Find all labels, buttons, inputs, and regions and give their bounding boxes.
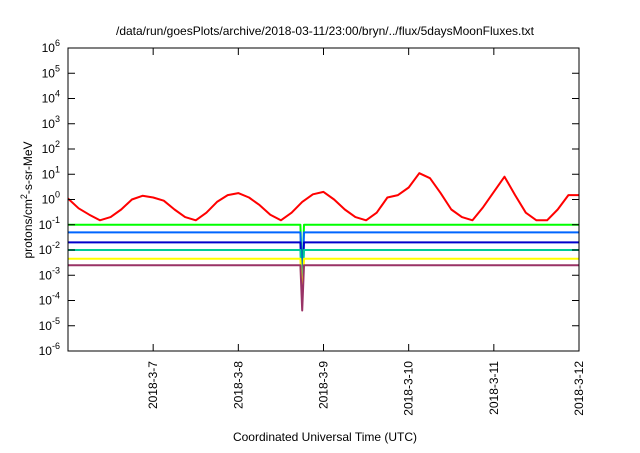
y-tick-label: 102	[42, 139, 60, 156]
x-tick-label: 2018-3-7	[146, 361, 160, 409]
y-tick-label: 10-4	[39, 291, 60, 308]
y-tick-base: 10	[42, 117, 56, 131]
y-tick-exp: 3	[55, 114, 60, 124]
y-tick-base: 10	[39, 268, 53, 282]
series-line-6	[68, 264, 579, 312]
y-tick-base: 10	[42, 41, 56, 55]
y-tick-base: 10	[42, 92, 56, 106]
y-tick-exp: 1	[55, 164, 60, 174]
y-tick-base: 10	[39, 344, 53, 358]
y-tick-label: 10-2	[39, 240, 60, 257]
x-tick-label: 2018-3-9	[317, 361, 331, 409]
y-tick-exp: -4	[52, 291, 60, 301]
x-axis-label: Coordinated Universal Time (UTC)	[233, 430, 417, 444]
y-tick-label: 103	[42, 114, 60, 131]
series-layer	[67, 172, 579, 312]
y-tick-label: 10-3	[39, 265, 60, 282]
series-line-0	[67, 172, 579, 222]
y-tick-exp: -5	[52, 316, 60, 326]
y-tick-exp: -2	[52, 240, 60, 250]
y-tick-base: 10	[42, 142, 56, 156]
y-tick-base: 10	[42, 193, 56, 207]
series-line-4	[68, 249, 579, 298]
y-axis-label-sup: 2	[19, 194, 29, 199]
y-tick-label: 100	[42, 190, 60, 207]
plot-frame	[67, 47, 580, 352]
x-tick-label: 2018-3-12	[572, 361, 586, 416]
y-tick-label: 106	[42, 38, 60, 55]
y-tick-base: 10	[39, 218, 53, 232]
y-tick-base: 10	[42, 167, 56, 181]
y-tick-label: 105	[42, 63, 60, 80]
y-tick-base: 10	[39, 319, 53, 333]
y-axis-label: protons/cm2-s-sr-MeV	[19, 141, 35, 258]
y-tick-label: 101	[42, 164, 60, 181]
y-tick-exp: 5	[55, 63, 60, 73]
ticks-layer: 10-610-510-410-310-210-11001011021031041…	[39, 38, 586, 416]
y-tick-base: 10	[42, 66, 56, 80]
y-tick-base: 10	[39, 294, 53, 308]
y-tick-exp: 0	[55, 190, 60, 200]
y-axis-label-base: protons/cm	[21, 199, 35, 258]
y-tick-label: 10-5	[39, 316, 60, 333]
y-tick-exp: -1	[52, 215, 60, 225]
chart-title: /data/run/goesPlots/archive/2018-03-11/2…	[116, 24, 535, 38]
y-tick-exp: 2	[55, 139, 60, 149]
y-axis-label-rest: -s-sr-MeV	[21, 141, 35, 194]
y-tick-exp: 6	[55, 38, 60, 48]
y-tick-exp: -6	[52, 341, 60, 351]
y-tick-exp: 4	[55, 89, 60, 99]
y-tick-label: 10-6	[39, 341, 60, 358]
x-tick-label: 2018-3-11	[487, 361, 501, 415]
x-tick-label: 2018-3-10	[402, 361, 416, 416]
y-tick-base: 10	[39, 243, 53, 257]
series-line-2	[68, 231, 579, 290]
series-line-1	[68, 223, 579, 284]
y-tick-label: 10-1	[39, 215, 60, 232]
y-tick-exp: -3	[52, 265, 60, 275]
y-tick-label: 104	[42, 89, 60, 106]
x-tick-label: 2018-3-8	[231, 361, 245, 409]
